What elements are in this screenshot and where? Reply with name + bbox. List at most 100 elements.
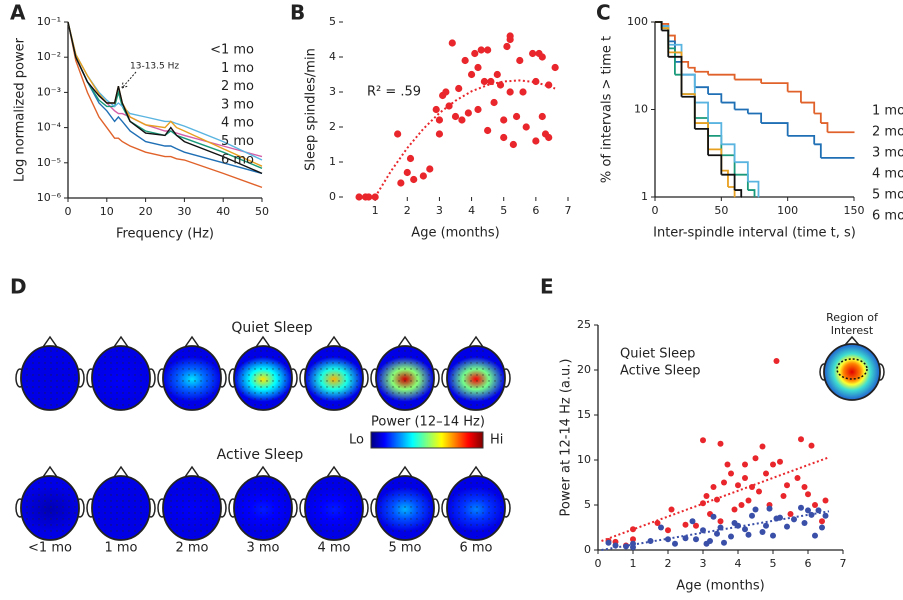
step-segment <box>708 148 723 171</box>
x-tick-label: 30 <box>177 205 191 218</box>
step-segment <box>708 73 736 80</box>
point <box>538 112 546 121</box>
legend-entry: 6 mo <box>221 152 254 167</box>
y-tick-label: 10⁻¹ <box>37 15 61 28</box>
line <box>67 21 263 167</box>
step-segment <box>674 73 683 95</box>
x-tick-label: 150 <box>844 204 865 217</box>
point <box>700 437 706 444</box>
point <box>551 63 559 72</box>
electrodes <box>308 479 360 537</box>
legend-entry: <1 mo <box>210 43 254 58</box>
legend-entry: Quiet Sleep <box>620 347 695 362</box>
point <box>355 193 363 201</box>
point <box>742 475 748 481</box>
step-segment <box>681 60 690 68</box>
age-label: 1 mo <box>104 541 137 556</box>
point <box>731 506 738 513</box>
point <box>630 536 636 543</box>
colorbar <box>370 431 484 449</box>
point <box>801 520 808 526</box>
point <box>794 475 801 481</box>
y-tick-label: 10⁻² <box>37 50 61 63</box>
step-segment <box>694 128 709 156</box>
point <box>812 532 818 539</box>
point <box>773 358 780 364</box>
point <box>455 84 463 93</box>
electrodes <box>237 349 289 407</box>
step-segment <box>800 101 816 114</box>
panel-letter: B <box>290 1 305 25</box>
row-title: Quiet Sleep <box>231 320 312 336</box>
point <box>710 484 717 490</box>
point <box>435 130 444 138</box>
step-segment <box>761 82 789 92</box>
point <box>458 116 466 124</box>
point <box>710 513 717 520</box>
point <box>371 193 379 201</box>
legend-entry: 3 mo <box>221 97 254 112</box>
step-segment <box>814 112 822 124</box>
point <box>749 512 755 519</box>
point <box>721 539 727 546</box>
x-tick-label: 50 <box>255 205 269 218</box>
x-tick-label: 50 <box>714 204 728 217</box>
y-tick-label: 5 <box>329 15 336 28</box>
x-axis-label: Age (months) <box>411 226 499 241</box>
step-segment <box>694 70 709 75</box>
y-tick-label: 10⁻³ <box>37 85 61 98</box>
point <box>735 522 741 529</box>
point <box>798 504 804 511</box>
step-segment <box>708 122 723 145</box>
point <box>714 496 720 503</box>
point <box>451 112 460 121</box>
legend-entry: 4 mo <box>221 116 254 131</box>
colorbar-low: Lo <box>349 433 364 448</box>
y-tick-label: 0 <box>584 543 591 556</box>
point <box>432 105 440 114</box>
step-segment <box>655 21 663 31</box>
legend-entry: 1 mo <box>221 61 254 76</box>
y-axis-label: % of intervals > time t <box>600 36 615 183</box>
y-tick-label: 1 <box>329 155 336 168</box>
step-segment <box>787 90 802 103</box>
step-segment <box>721 143 736 163</box>
point <box>682 535 689 542</box>
line <box>67 21 263 175</box>
electrodes <box>450 479 502 537</box>
point <box>717 518 724 525</box>
point <box>759 529 766 535</box>
y-tick-label: 100 <box>627 15 648 28</box>
x-tick-label: 5 <box>500 204 507 217</box>
point <box>623 543 629 550</box>
point <box>822 512 829 519</box>
point <box>756 488 762 495</box>
step-segment <box>747 112 763 124</box>
y-tick-label: 20 <box>577 363 591 376</box>
point <box>770 461 776 468</box>
electrodes <box>308 349 360 407</box>
point <box>787 511 794 517</box>
y-tick-label: 10 <box>577 453 591 466</box>
step-segment <box>761 122 789 136</box>
y-tick-label: 25 <box>577 318 591 331</box>
point <box>707 538 713 544</box>
x-tick-label: 6 <box>532 204 539 217</box>
point <box>784 523 790 530</box>
point <box>397 179 405 187</box>
step-segment <box>655 21 663 29</box>
point <box>721 479 727 486</box>
step-line <box>655 21 743 198</box>
point <box>532 137 540 145</box>
point <box>532 77 540 86</box>
step-segment <box>708 154 723 175</box>
point <box>819 524 825 531</box>
electrodes <box>379 479 431 537</box>
point <box>477 46 485 54</box>
point <box>689 518 696 525</box>
point <box>410 175 418 184</box>
y-tick-label: 5 <box>584 498 591 511</box>
point <box>442 88 450 96</box>
point <box>777 458 783 465</box>
